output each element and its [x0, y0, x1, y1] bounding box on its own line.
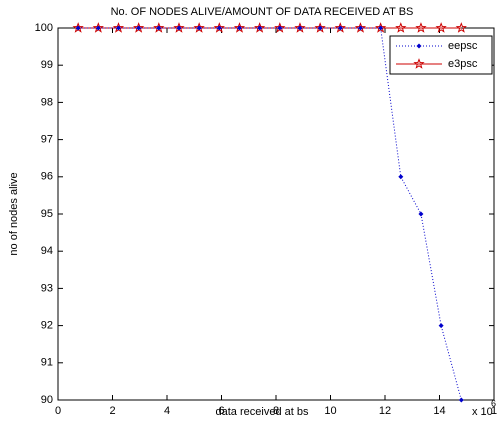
- diamond-marker: [196, 25, 202, 31]
- y-tick-label: 100: [35, 22, 53, 34]
- diamond-marker: [75, 25, 81, 31]
- diamond-marker: [438, 323, 444, 329]
- x-axis-label: data received at bs: [216, 406, 309, 418]
- diamond-marker: [398, 174, 404, 180]
- x-tick-label: 8: [273, 405, 279, 417]
- star-marker: [455, 22, 467, 33]
- diamond-marker: [156, 25, 162, 31]
- x-tick-label: 0: [55, 405, 61, 417]
- x-tick-label: 1: [491, 405, 497, 417]
- star-marker: [415, 22, 427, 33]
- diamond-marker: [357, 25, 363, 31]
- x-tick-label: 6: [218, 405, 224, 417]
- y-tick-label: 92: [41, 320, 53, 332]
- x-tick-label: 14: [433, 405, 445, 417]
- diamond-marker: [176, 25, 182, 31]
- chart-title: No. OF NODES ALIVE/AMOUNT OF DATA RECEIV…: [111, 6, 414, 18]
- diamond-marker: [337, 25, 343, 31]
- legend-label: e3psc: [448, 58, 478, 70]
- diamond-marker: [297, 25, 303, 31]
- y-tick-label: 96: [41, 171, 53, 183]
- y-tick-label: 98: [41, 96, 53, 108]
- diamond-marker: [317, 25, 323, 31]
- star-marker: [435, 22, 447, 33]
- diamond-marker: [236, 25, 242, 31]
- y-tick-label: 94: [41, 245, 53, 257]
- diamond-marker: [95, 25, 101, 31]
- x-tick-label: 4: [164, 405, 170, 417]
- diamond-marker: [136, 25, 142, 31]
- x-tick-label: 10: [324, 405, 336, 417]
- y-tick-label: 95: [41, 208, 53, 220]
- x-tick-label: 12: [379, 405, 391, 417]
- star-marker: [413, 58, 425, 69]
- diamond-marker: [115, 25, 121, 31]
- legend-label: eepsc: [448, 40, 478, 52]
- x-multiplier: x 10: [472, 406, 493, 418]
- x-tick-label: 2: [109, 405, 115, 417]
- y-tick-label: 97: [41, 134, 53, 146]
- legend-box: [389, 35, 493, 75]
- y-tick-label: 99: [41, 59, 53, 71]
- x-multiplier-power: 6: [491, 398, 496, 408]
- diamond-marker: [458, 397, 464, 403]
- y-axis-label: no of nodes alive: [8, 172, 20, 255]
- y-tick-label: 91: [41, 357, 53, 369]
- diamond-marker: [216, 25, 222, 31]
- y-tick-label: 93: [41, 282, 53, 294]
- diamond-marker: [418, 211, 424, 217]
- diamond-marker: [257, 25, 263, 31]
- series-line: [78, 27, 462, 401]
- star-marker: [395, 22, 407, 33]
- diamond-marker: [416, 43, 422, 49]
- diamond-marker: [378, 25, 384, 31]
- y-tick-label: 90: [41, 394, 53, 406]
- diamond-marker: [277, 25, 283, 31]
